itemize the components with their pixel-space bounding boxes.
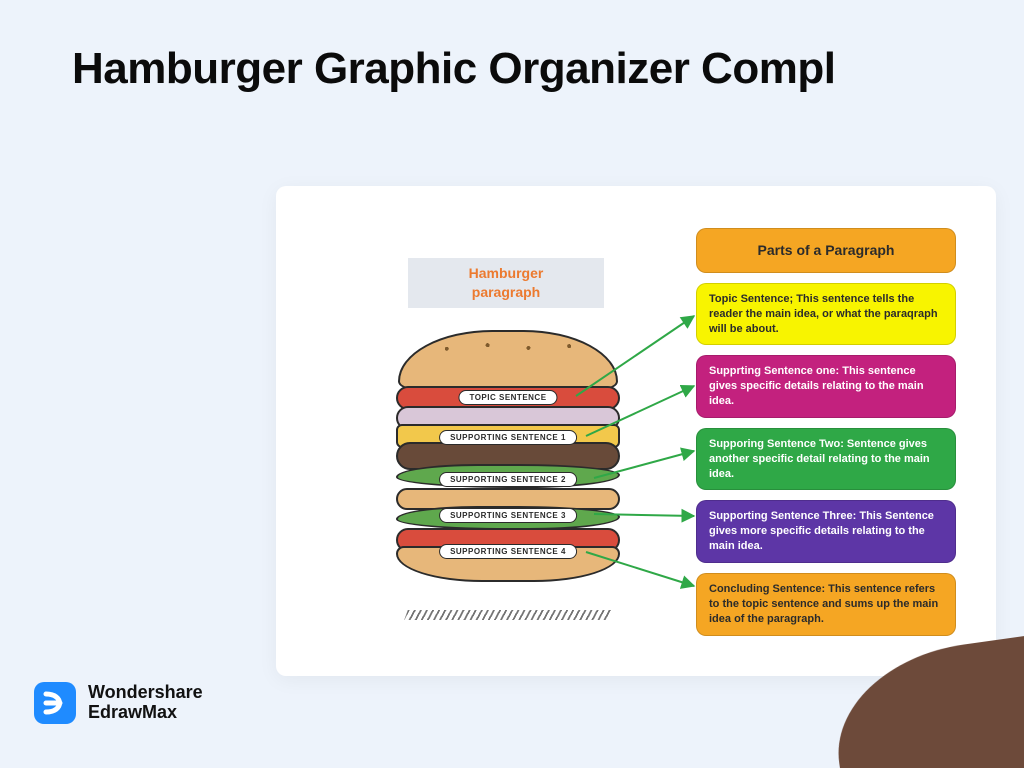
- diagram-canvas: Hamburger paragraph TOPIC SENTENCE SUPPO…: [276, 186, 996, 676]
- hamburger-title-line2: paragraph: [472, 284, 540, 300]
- cards-header: Parts of a Paragraph: [696, 228, 956, 273]
- burger-label-supp-2: SUPPORTING SENTENCE 2: [439, 472, 577, 487]
- brand-lockup: Wondershare EdrawMax: [34, 682, 203, 724]
- burger-illustration: TOPIC SENTENCE SUPPORTING SENTENCE 1 SUP…: [388, 330, 628, 610]
- card-supporting-2: Supporing Sentence Two: Sentence gives a…: [696, 428, 956, 491]
- card-supporting-3: Supporting Sentence Three: This Sentence…: [696, 500, 956, 563]
- card-topic-sentence: Topic Sentence; This sentence tells the …: [696, 283, 956, 346]
- hamburger-title-line1: Hamburger: [469, 265, 544, 281]
- card-supporting-1: Supprting Sentence one: This sentence gi…: [696, 355, 956, 418]
- burger-label-supp-4: SUPPORTING SENTENCE 4: [439, 544, 577, 559]
- cards-panel: Parts of a Paragraph Topic Sentence; Thi…: [696, 228, 956, 646]
- plate-shadow: [404, 610, 612, 620]
- burger-label-supp-3: SUPPORTING SENTENCE 3: [439, 508, 577, 523]
- hamburger-title-box: Hamburger paragraph: [408, 258, 604, 308]
- card-concluding-sentence: Concluding Sentence: This sentence refer…: [696, 573, 956, 636]
- page-title: Hamburger Graphic Organizer Compl: [72, 44, 835, 94]
- bun-top: [398, 330, 618, 390]
- burger-label-topic: TOPIC SENTENCE: [458, 390, 557, 405]
- edrawmax-logo-icon: [34, 682, 76, 724]
- burger-label-supp-1: SUPPORTING SENTENCE 1: [439, 430, 577, 445]
- brand-line-2: EdrawMax: [88, 703, 203, 723]
- brand-line-1: Wondershare: [88, 683, 203, 703]
